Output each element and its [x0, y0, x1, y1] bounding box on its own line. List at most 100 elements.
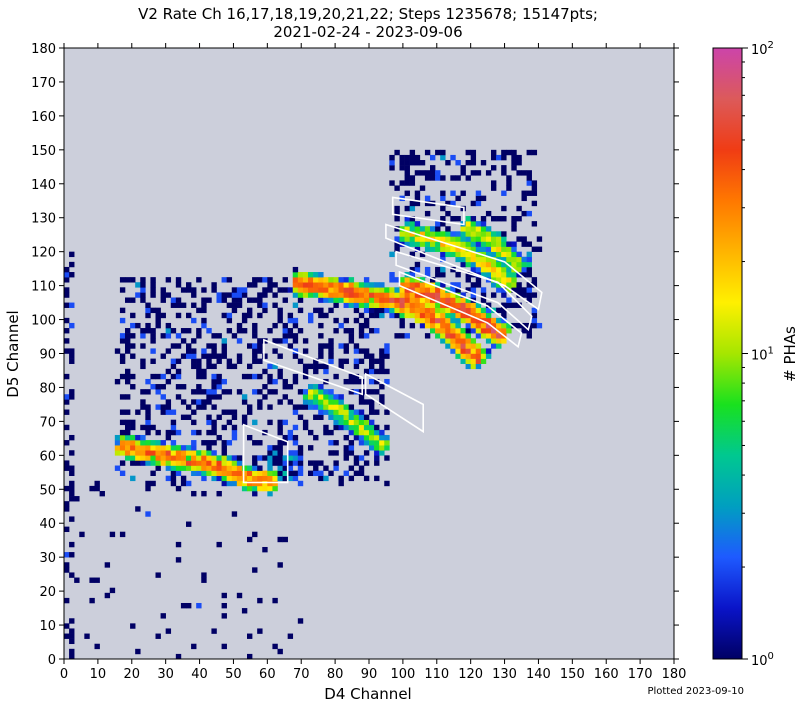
heatmap-cell — [521, 210, 527, 217]
heatmap-cell — [64, 328, 70, 334]
heatmap-cell — [302, 368, 309, 375]
heatmap-cell — [531, 149, 538, 156]
heatmap-cell — [404, 287, 410, 293]
heatmap-cell — [485, 353, 492, 359]
heatmap-cell — [496, 246, 502, 252]
heatmap-cell — [318, 272, 324, 278]
heatmap-cell — [526, 282, 532, 288]
heatmap-cell — [430, 165, 436, 171]
heatmap-cell — [409, 226, 416, 232]
heatmap-cell — [170, 465, 177, 471]
heatmap-cell — [404, 180, 410, 186]
heatmap-cell — [526, 272, 532, 278]
heatmap-cell — [450, 241, 456, 247]
heatmap-cell — [216, 333, 222, 339]
heatmap-cell — [379, 282, 385, 288]
heatmap-cell — [216, 470, 222, 476]
heatmap-cell — [414, 241, 421, 247]
heatmap-cell — [287, 384, 294, 390]
heatmap-cell — [267, 470, 273, 476]
heatmap-cell — [221, 643, 227, 650]
heatmap-cell — [140, 328, 146, 334]
heatmap-cell — [343, 317, 349, 324]
heatmap-cell — [531, 200, 538, 207]
heatmap-cell — [140, 445, 146, 451]
heatmap-cell — [267, 282, 273, 288]
heatmap-cell — [252, 419, 258, 426]
heatmap-cell — [165, 429, 172, 436]
heatmap-cell — [343, 343, 349, 349]
annotation-polygon — [395, 250, 533, 332]
heatmap-cell — [241, 414, 248, 420]
heatmap-cell — [186, 480, 192, 487]
heatmap-cell — [180, 328, 187, 334]
heatmap-cell — [308, 429, 314, 436]
heatmap-cell — [404, 282, 410, 288]
heatmap-cell — [491, 231, 497, 237]
heatmap-cell — [404, 292, 410, 298]
heatmap-cell — [94, 485, 100, 492]
heatmap-cell — [125, 368, 131, 375]
heatmap-cell — [247, 404, 253, 410]
y-tick-label: 40 — [39, 517, 56, 532]
heatmap-cell — [363, 434, 370, 441]
heatmap-cell — [333, 440, 339, 446]
heatmap-cell — [369, 363, 375, 370]
heatmap-cell — [196, 470, 202, 476]
heatmap-cell — [491, 328, 497, 334]
y-tick-label: 120 — [31, 246, 56, 261]
heatmap-cell — [155, 307, 161, 314]
heatmap-cell — [399, 287, 405, 293]
heatmap-cell — [186, 414, 192, 420]
heatmap-cell — [343, 424, 349, 431]
heatmap-cell — [409, 302, 416, 308]
heatmap-cell — [323, 292, 329, 298]
heatmap-cell — [165, 434, 172, 441]
heatmap-cell — [445, 236, 451, 242]
heatmap-cell — [440, 236, 446, 242]
heatmap-cell — [318, 343, 324, 349]
heatmap-cell — [308, 404, 314, 410]
heatmap-cell — [338, 277, 344, 283]
heatmap-cell — [333, 373, 339, 380]
heatmap-cell — [302, 424, 309, 431]
heatmap-cell — [394, 297, 400, 303]
x-tick-label: 50 — [225, 667, 242, 682]
heatmap-cell — [475, 266, 482, 273]
heatmap-cell — [211, 343, 217, 349]
heatmap-cell — [358, 440, 365, 446]
heatmap-cell — [394, 277, 400, 283]
y-tick-label: 130 — [31, 212, 56, 227]
heatmap-cell — [302, 272, 309, 278]
heatmap-cell — [480, 266, 487, 273]
heatmap-cell — [369, 445, 375, 451]
heatmap-cell — [531, 190, 538, 196]
heatmap-cell — [196, 450, 202, 456]
heatmap-cell — [318, 384, 324, 390]
heatmap-cell — [343, 302, 349, 308]
heatmap-cell — [94, 577, 100, 583]
heatmap-cell — [384, 445, 390, 451]
heatmap-cell — [338, 424, 344, 431]
heatmap-cell — [130, 277, 136, 283]
heatmap-cell — [460, 353, 466, 359]
heatmap-cell — [313, 460, 319, 466]
heatmap-cell — [460, 256, 466, 263]
heatmap-cell — [297, 470, 304, 476]
heatmap-cell — [491, 272, 497, 278]
heatmap-cell — [262, 368, 268, 375]
heatmap-cell — [186, 521, 192, 527]
heatmap-cell — [511, 246, 517, 252]
heatmap-cell — [343, 404, 349, 410]
heatmap-cell — [374, 328, 380, 334]
heatmap-cell — [363, 333, 370, 339]
heatmap-cell — [455, 251, 461, 258]
heatmap-cell — [170, 358, 177, 364]
heatmap-cell — [69, 272, 75, 278]
heatmap-cell — [313, 465, 319, 471]
heatmap-cell — [328, 404, 334, 410]
heatmap-cell — [440, 317, 446, 324]
heatmap-cell — [252, 475, 258, 482]
heatmap-cell — [287, 399, 294, 405]
heatmap-cell — [287, 465, 294, 471]
